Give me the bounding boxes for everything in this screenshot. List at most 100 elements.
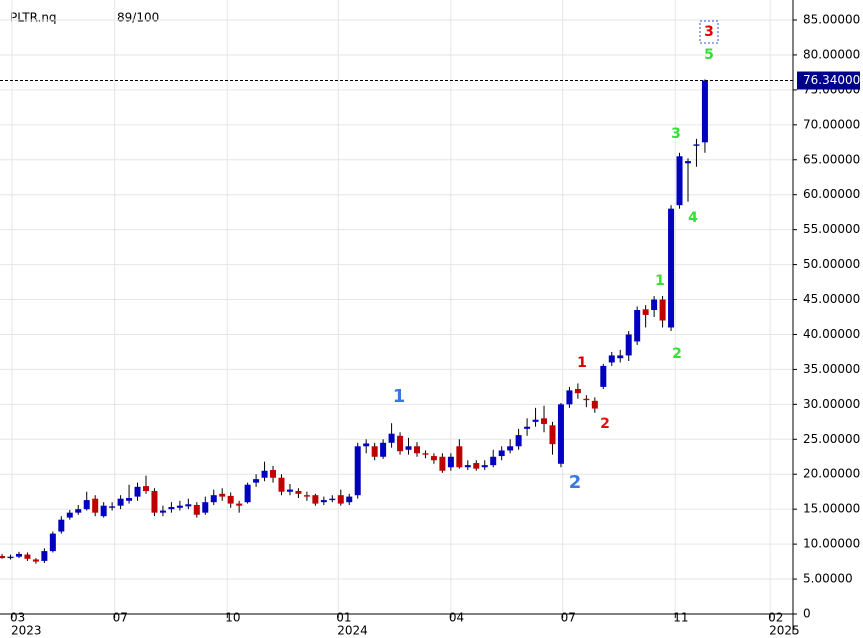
candle-body [295,491,302,494]
y-tick-label: 10.00000 [803,537,860,551]
candle-body [210,495,217,503]
candle-body [541,418,548,424]
y-tick-label: 50.00000 [803,257,860,271]
x-tick-label: 10 [225,611,240,625]
candle-body [397,435,404,452]
x-tick-label: 01 [336,611,351,625]
last-price-label: 76.34000 [803,73,860,87]
candle-body [142,486,149,492]
candle-body [668,208,675,328]
candle-body [354,446,361,496]
y-tick-label: 60.00000 [803,187,860,201]
candle-body [193,504,200,515]
x-tick-label: 07 [561,611,576,625]
wave-label: 1 [393,386,406,407]
x-tick-label: 02 [768,611,783,625]
candle-body [202,502,209,513]
candle-body [617,355,624,359]
x-tick-label: 07 [113,611,128,625]
candle-body [456,446,463,468]
candle-body [473,463,480,469]
y-tick-label: 0 [803,607,811,621]
candle-body [600,365,607,387]
year-label: 2025 [769,624,800,638]
candle-body [363,443,370,447]
candle-body [566,390,573,405]
last-price-box [797,71,860,90]
annotation-box [699,20,719,44]
candle-body [701,80,708,143]
candle-body [126,497,133,501]
y-tick-label: 25.00000 [803,432,860,446]
candle-body [134,486,141,497]
candle-body [625,334,632,356]
y-tick-label: 65.00000 [803,152,860,166]
candle-body [227,495,234,504]
candle-body [15,553,22,557]
year-label: 2023 [11,624,42,638]
candle-body [58,519,65,532]
y-tick-label: 55.00000 [803,222,860,236]
candle-body [481,465,488,468]
candle-body [507,446,514,451]
candle-body [83,500,90,510]
candle-body [270,470,277,478]
wave-label: 2 [600,416,610,432]
candle-body [278,477,285,492]
candle-body [303,495,310,497]
candle-body [244,484,251,503]
candle-body [591,400,598,409]
candle-body [642,309,649,315]
wave-label: 5 [704,47,714,63]
candle-body [346,496,353,503]
candle-body [634,310,641,342]
score: 89/100 [117,11,159,25]
candle-body [168,507,175,510]
candle-body [524,426,531,429]
wave-label: 1 [655,273,665,289]
candle-body [100,505,107,517]
y-tick-label: 80.00000 [803,47,860,61]
wave-label: 2 [569,472,582,493]
candle-body [371,446,378,457]
candle-body [684,161,691,164]
candle-body [659,299,666,321]
y-tick-label: 40.00000 [803,327,860,341]
wave-label: 2 [672,346,682,362]
wave-label: 3 [704,24,714,40]
candle-body [236,503,243,506]
candle-body [532,419,539,422]
candle-body [24,554,31,559]
candle-body [430,456,437,461]
year-label: 2024 [337,624,368,638]
candle-body [49,533,56,552]
wave-label: 3 [671,126,681,142]
candle-body [676,156,683,206]
candle-body [0,555,6,559]
candle-body [32,559,39,562]
candle-body [608,355,615,363]
candle-body [66,512,73,518]
y-tick-label: 70.00000 [803,117,860,131]
y-tick-label: 35.00000 [803,362,860,376]
y-tick-label: 45.00000 [803,292,860,306]
candle-body [574,388,581,394]
candle-body [549,425,556,445]
candle-body [413,446,420,454]
candle-body [405,446,412,450]
candle-body [583,398,590,401]
candle-body [337,495,344,504]
y-tick-label: 15.00000 [803,502,860,516]
candle-body [329,498,336,501]
x-tick-label: 03 [10,611,25,625]
candle-body [498,450,505,457]
candle-body [41,551,48,561]
candle-body [75,509,82,513]
candle-body [380,442,387,457]
candle-body [693,144,700,146]
candle-body [7,556,14,559]
candle-body [185,504,192,507]
y-tick-label: 5.00000 [803,572,853,586]
y-tick-label: 20.00000 [803,467,860,481]
